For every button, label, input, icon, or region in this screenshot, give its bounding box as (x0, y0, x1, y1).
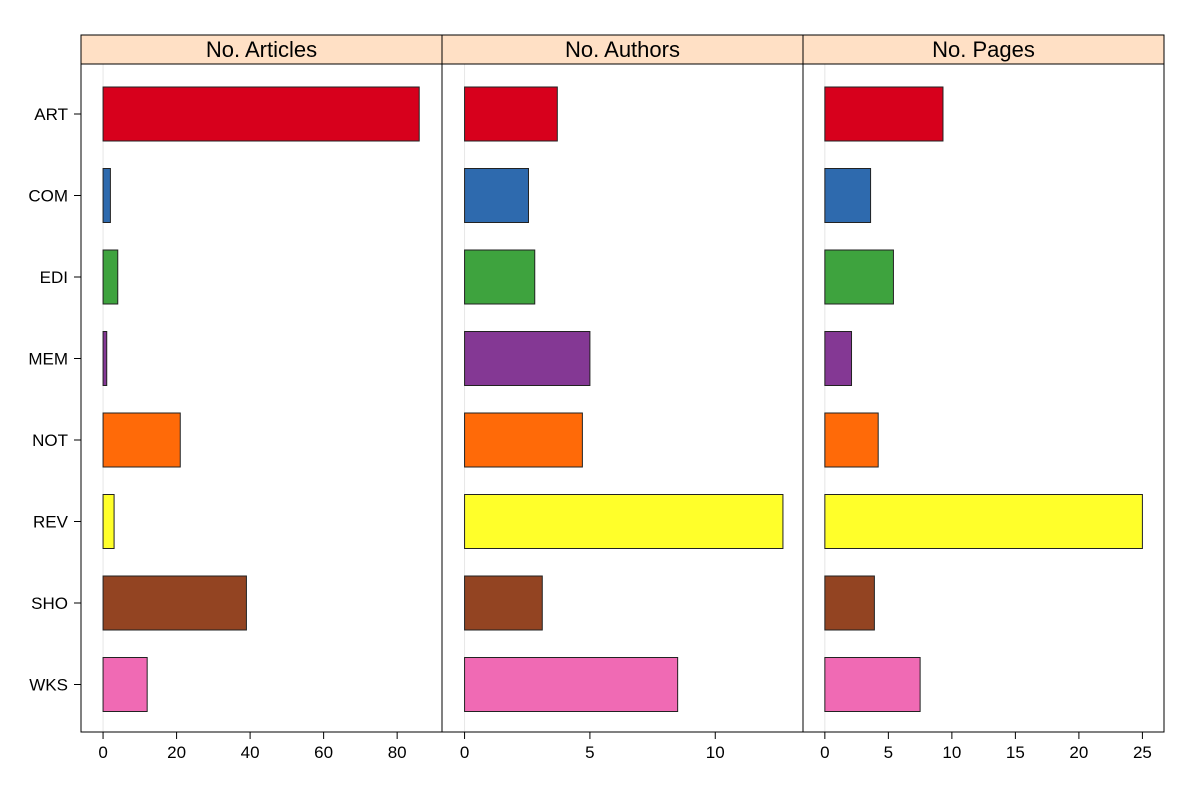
bar-mem (102, 331, 108, 386)
x-tick-label: 0 (820, 743, 829, 762)
panel-1: No. Articles 0 20 40 60 80 (80, 34, 443, 762)
bar-edi (102, 249, 119, 305)
panel-frame (441, 63, 804, 733)
bar-wks (824, 657, 921, 712)
panel-frame (802, 63, 1165, 733)
bar-com (824, 168, 872, 223)
panel-title: No. Articles (206, 37, 317, 62)
bar-wks (464, 657, 679, 712)
panel-2: No. Authors 0 5 10 (441, 34, 804, 762)
bar-rev (824, 494, 1143, 549)
panel-frame (80, 63, 443, 733)
x-tick-label: 5 (585, 743, 594, 762)
bar-art (464, 86, 558, 142)
bar-mem (824, 331, 853, 386)
y-tick-label-sho: SHO (31, 594, 68, 613)
bar-not (824, 412, 879, 468)
bar-not (102, 412, 181, 468)
bar-not (464, 412, 583, 468)
y-tick-label-mem: MEM (28, 350, 68, 369)
y-tick-label-com: COM (28, 187, 68, 206)
bar-com (464, 168, 529, 223)
panel-title: No. Pages (932, 37, 1035, 62)
y-axis: ART COM EDI MEM NOT REV SHO WKS (28, 105, 81, 695)
x-tick-label: 60 (314, 743, 333, 762)
x-tick-label: 80 (388, 743, 407, 762)
x-tick-label: 5 (884, 743, 893, 762)
x-tick-label: 0 (460, 743, 469, 762)
panel-title: No. Authors (565, 37, 680, 62)
bar-sho (824, 575, 875, 631)
y-tick-label-not: NOT (32, 431, 68, 450)
x-tick-label: 0 (98, 743, 107, 762)
x-tick-label: 40 (241, 743, 260, 762)
x-tick-label: 25 (1133, 743, 1152, 762)
bar-rev (102, 494, 115, 549)
bar-sho (464, 575, 543, 631)
bar-edi (824, 249, 894, 305)
x-tick-label: 20 (1069, 743, 1088, 762)
bar-mem (464, 331, 591, 386)
x-tick-label: 10 (942, 743, 961, 762)
bar-art (102, 86, 420, 142)
y-tick-label-wks: WKS (29, 676, 68, 695)
panel-3: No. Pages 0 5 10 15 20 25 (802, 34, 1165, 762)
x-tick-label: 20 (167, 743, 186, 762)
y-tick-label-rev: REV (33, 513, 69, 532)
bar-com (102, 168, 111, 223)
y-tick-label-art: ART (34, 105, 68, 124)
panel-strip (80, 34, 443, 65)
bar-rev (464, 494, 784, 549)
bar-sho (102, 575, 247, 631)
x-tick-label: 15 (1006, 743, 1025, 762)
x-tick-label: 10 (706, 743, 725, 762)
bar-wks (102, 657, 148, 712)
y-tick-label-edi: EDI (40, 268, 68, 287)
bar-art (824, 86, 944, 142)
bar-edi (464, 249, 536, 305)
